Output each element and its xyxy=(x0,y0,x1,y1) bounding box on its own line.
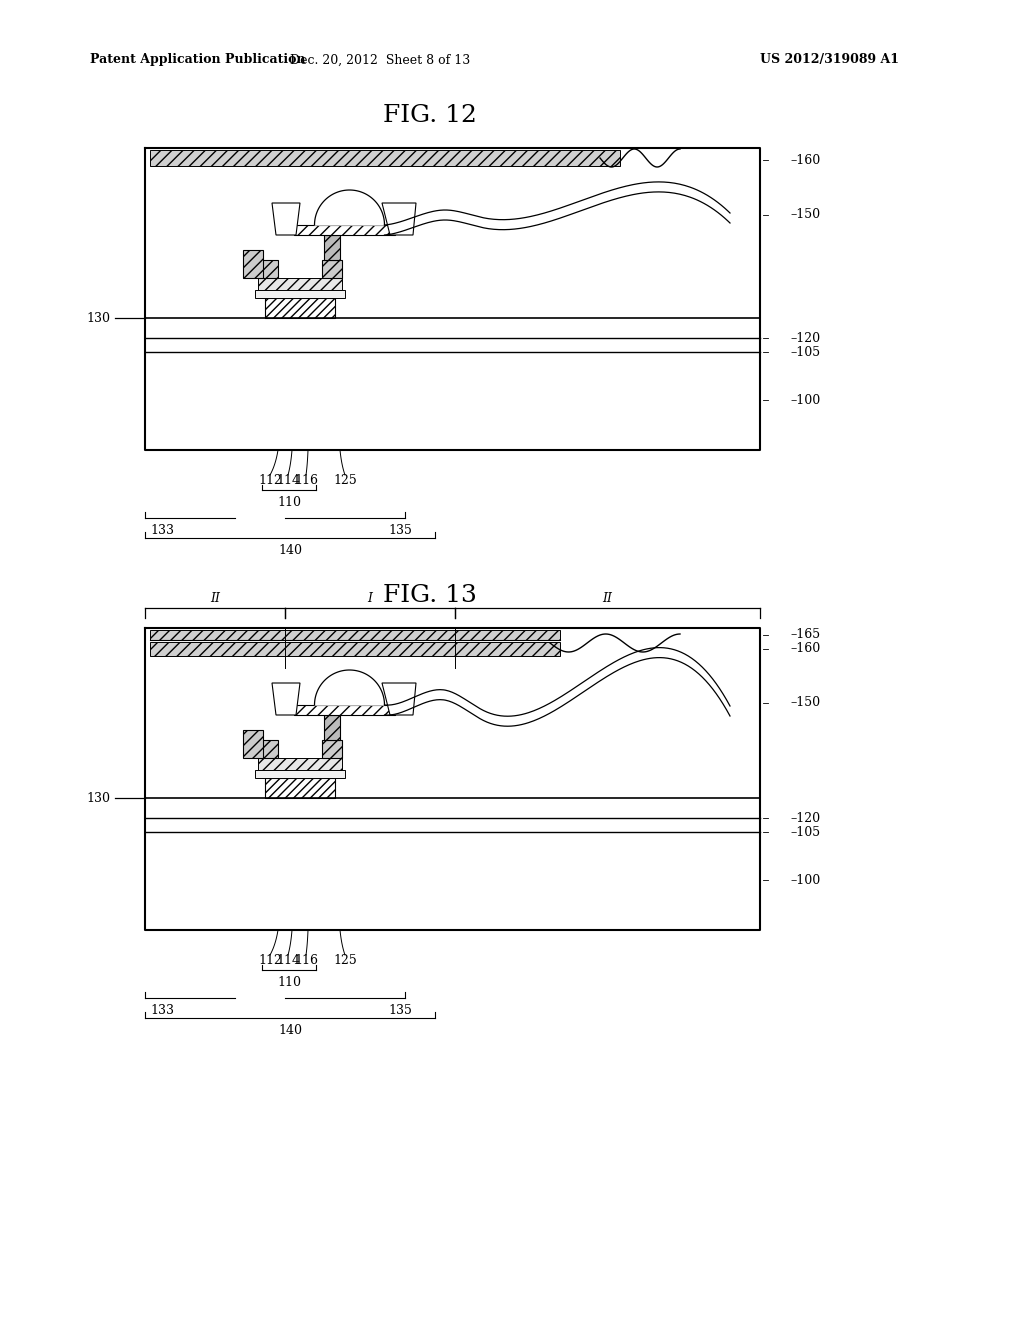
Text: I: I xyxy=(368,591,373,605)
Polygon shape xyxy=(150,642,560,656)
Text: –150: –150 xyxy=(790,209,820,222)
Text: –105: –105 xyxy=(790,346,820,359)
Polygon shape xyxy=(294,705,395,715)
Text: 110: 110 xyxy=(278,975,301,989)
Text: 125: 125 xyxy=(333,953,357,966)
Text: 112: 112 xyxy=(258,953,282,966)
Polygon shape xyxy=(255,290,345,298)
Polygon shape xyxy=(255,770,345,777)
Polygon shape xyxy=(243,249,263,279)
Polygon shape xyxy=(294,224,395,235)
Text: –120: –120 xyxy=(790,812,820,825)
Polygon shape xyxy=(265,298,335,318)
Polygon shape xyxy=(150,150,620,166)
Text: –120: –120 xyxy=(790,331,820,345)
Text: US 2012/319089 A1: US 2012/319089 A1 xyxy=(760,54,899,66)
Text: II: II xyxy=(602,591,612,605)
Text: 133: 133 xyxy=(150,1003,174,1016)
Text: Patent Application Publication: Patent Application Publication xyxy=(90,54,305,66)
Text: 130: 130 xyxy=(86,792,110,804)
Polygon shape xyxy=(258,279,342,290)
Text: –100: –100 xyxy=(790,874,820,887)
Text: 135: 135 xyxy=(388,524,412,536)
Polygon shape xyxy=(314,671,384,705)
Text: –100: –100 xyxy=(790,393,820,407)
Text: 116: 116 xyxy=(294,474,318,487)
Text: II: II xyxy=(210,591,220,605)
Polygon shape xyxy=(150,630,560,640)
Polygon shape xyxy=(382,682,416,715)
Polygon shape xyxy=(258,741,278,758)
Text: 140: 140 xyxy=(278,544,302,557)
Text: –160: –160 xyxy=(790,643,820,656)
Polygon shape xyxy=(258,758,342,770)
Text: 130: 130 xyxy=(86,312,110,325)
Text: 112: 112 xyxy=(258,474,282,487)
Text: 125: 125 xyxy=(333,474,357,487)
Text: FIG. 13: FIG. 13 xyxy=(383,583,477,606)
Text: –105: –105 xyxy=(790,825,820,838)
Text: 140: 140 xyxy=(278,1023,302,1036)
Text: –160: –160 xyxy=(790,153,820,166)
Text: 133: 133 xyxy=(150,524,174,536)
Polygon shape xyxy=(324,235,340,260)
Text: Dec. 20, 2012  Sheet 8 of 13: Dec. 20, 2012 Sheet 8 of 13 xyxy=(290,54,470,66)
Text: FIG. 12: FIG. 12 xyxy=(383,103,477,127)
Polygon shape xyxy=(258,260,278,279)
Polygon shape xyxy=(322,741,342,758)
Polygon shape xyxy=(272,203,300,235)
Text: –165: –165 xyxy=(790,628,820,642)
Text: 135: 135 xyxy=(388,1003,412,1016)
Polygon shape xyxy=(322,260,342,279)
Polygon shape xyxy=(272,682,300,715)
Text: 114: 114 xyxy=(276,953,300,966)
Polygon shape xyxy=(265,777,335,799)
Text: 116: 116 xyxy=(294,953,318,966)
Text: 114: 114 xyxy=(276,474,300,487)
Polygon shape xyxy=(243,730,263,758)
Polygon shape xyxy=(314,190,384,224)
Text: –150: –150 xyxy=(790,697,820,710)
Polygon shape xyxy=(382,203,416,235)
Polygon shape xyxy=(324,715,340,741)
Text: 110: 110 xyxy=(278,495,301,508)
